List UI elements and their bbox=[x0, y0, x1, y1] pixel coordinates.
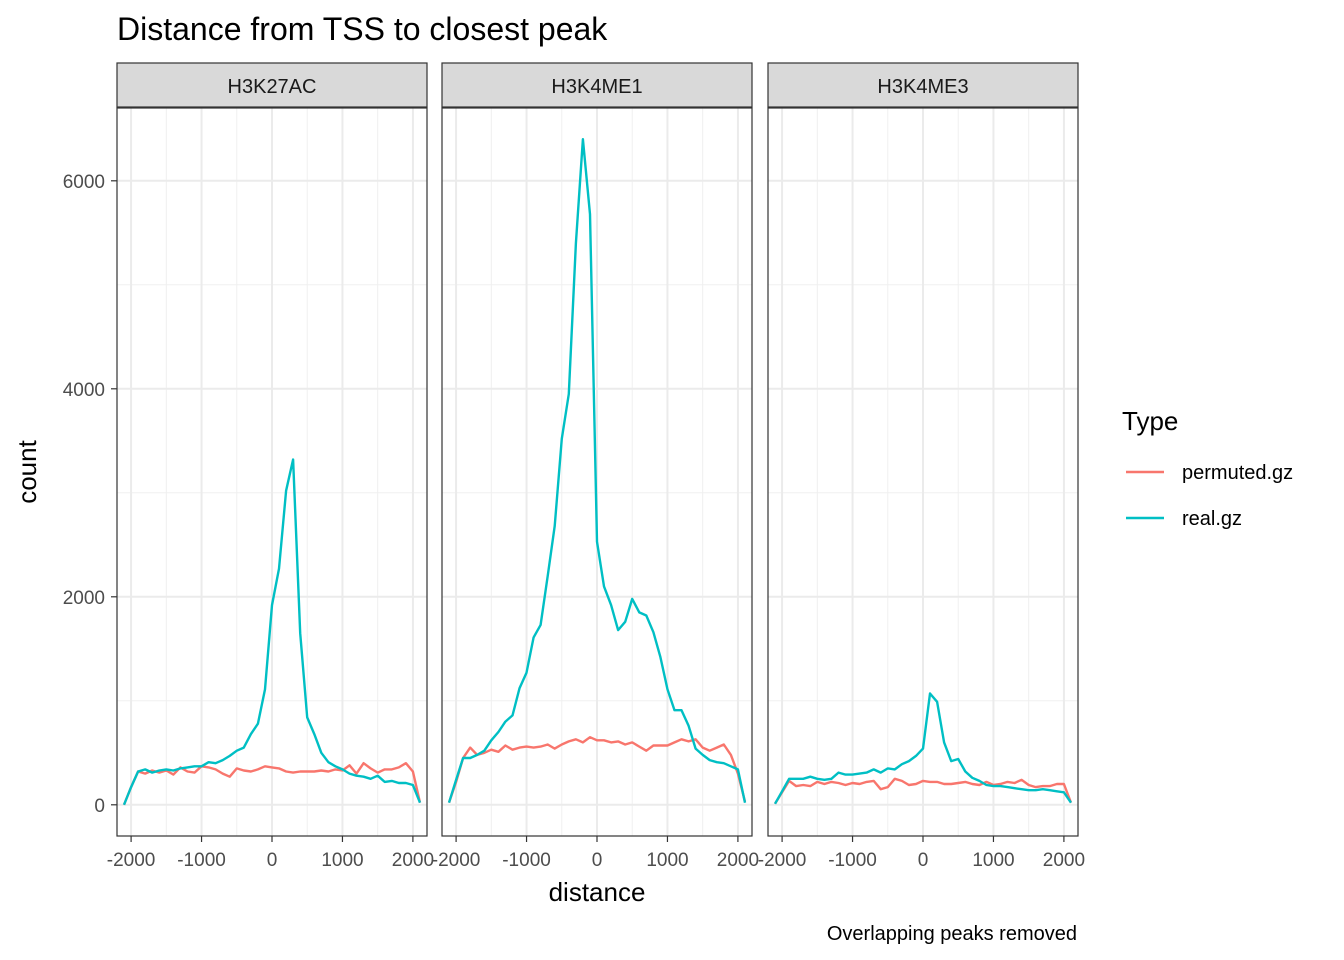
x-tick-label: 0 bbox=[592, 850, 603, 871]
legend-label: permuted.gz bbox=[1182, 462, 1293, 484]
x-tick-label: -1000 bbox=[177, 850, 226, 871]
x-tick-label: -1000 bbox=[828, 850, 877, 871]
facet-strip-label: H3K27AC bbox=[228, 76, 317, 98]
x-tick-label: -2000 bbox=[432, 850, 481, 871]
facet-strip bbox=[116, 62, 428, 108]
x-tick-label: -2000 bbox=[107, 850, 156, 871]
y-tick-label: 6000 bbox=[63, 172, 105, 193]
legend-label: real.gz bbox=[1182, 508, 1242, 530]
x-tick-label: 1000 bbox=[646, 850, 688, 871]
legend-title: Type bbox=[1122, 406, 1178, 436]
series-line-permuted-gz bbox=[122, 762, 422, 806]
series-line-real-gz bbox=[447, 137, 747, 804]
x-tick-label: -2000 bbox=[758, 850, 807, 871]
legend: Type permuted.gz real.gz bbox=[1122, 406, 1293, 530]
series-line-real-gz bbox=[773, 692, 1072, 805]
y-tick-label: 4000 bbox=[63, 380, 105, 401]
facet-strip-label: H3K4ME1 bbox=[551, 76, 642, 98]
x-tick-label: 0 bbox=[918, 850, 929, 871]
y-axis-title: count bbox=[12, 439, 42, 503]
x-tick-label: 0 bbox=[267, 850, 278, 871]
y-axis: 0 2000 4000 6000 bbox=[63, 172, 117, 817]
facet-strip bbox=[767, 62, 1079, 108]
chart-title: Distance from TSS to closest peak bbox=[117, 11, 608, 47]
facet-strip-label: H3K4ME3 bbox=[877, 76, 968, 98]
series-line-permuted-gz bbox=[447, 736, 747, 804]
caption: Overlapping peaks removed bbox=[827, 923, 1077, 945]
panel-h3k27ac: H3K27AC -2000 -1000 0 1000 2000 bbox=[107, 62, 434, 871]
series-line-real-gz bbox=[122, 458, 422, 806]
legend-item-real-gz: real.gz bbox=[1126, 508, 1242, 530]
y-tick-label: 2000 bbox=[63, 588, 105, 609]
legend-item-permuted-gz: permuted.gz bbox=[1126, 462, 1293, 484]
panel-h3k4me3: H3K4ME3 -2000 -1000 0 1000 2000 bbox=[758, 62, 1085, 871]
x-tick-label: 2000 bbox=[1043, 850, 1085, 871]
x-axis-title: distance bbox=[549, 877, 646, 907]
panels: H3K27AC -2000 -1000 0 1000 2000 H3K4ME1 -2000 -1… bbox=[107, 62, 1085, 871]
x-tick-label: 1000 bbox=[321, 850, 363, 871]
series-line-permuted-gz bbox=[773, 777, 1073, 805]
x-tick-label: 1000 bbox=[972, 850, 1014, 871]
x-tick-label: 2000 bbox=[717, 850, 759, 871]
facet-strip bbox=[441, 62, 753, 108]
y-tick-label: 0 bbox=[94, 796, 105, 817]
panel-h3k4me1: H3K4ME1 -2000 -1000 0 1000 2000 bbox=[432, 62, 759, 871]
x-tick-label: -1000 bbox=[502, 850, 551, 871]
x-tick-label: 2000 bbox=[392, 850, 434, 871]
